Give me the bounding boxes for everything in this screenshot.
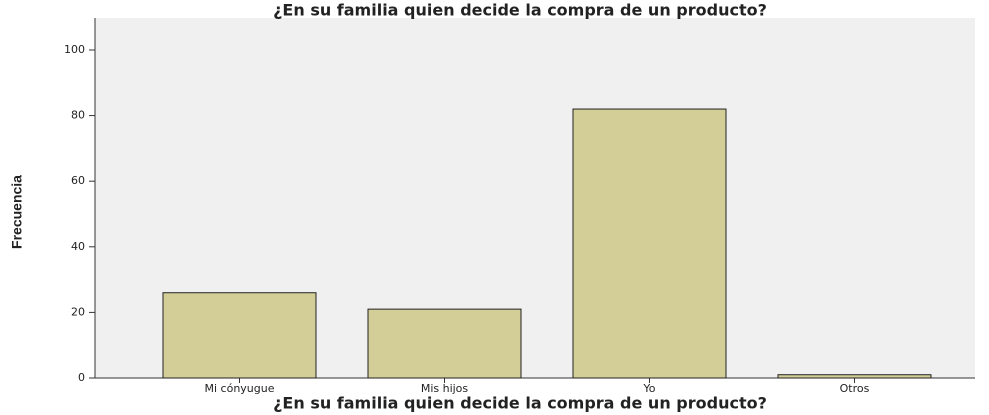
bar — [777, 374, 932, 379]
y-axis-label: Frecuencia — [9, 175, 25, 249]
x-tick-label: Mis hijos — [421, 382, 469, 395]
x-tick-label: Otros — [840, 382, 870, 395]
y-tick-label: 40 — [71, 240, 85, 253]
x-tick-label: Mi cónyugue — [205, 382, 275, 395]
y-tick-label: 80 — [71, 109, 85, 122]
y-tick-label: 60 — [71, 174, 85, 187]
y-tick-label: 100 — [64, 43, 85, 56]
x-axis-label: ¿En su familia quien decide la compra de… — [273, 394, 767, 413]
bar — [162, 292, 317, 379]
bar — [367, 308, 522, 379]
bar — [572, 108, 727, 379]
chart-title: ¿En su familia quien decide la compra de… — [273, 1, 767, 20]
y-tick-label: 20 — [71, 305, 85, 318]
x-tick-label: Yo — [643, 382, 656, 395]
y-tick-label: 0 — [78, 371, 85, 384]
